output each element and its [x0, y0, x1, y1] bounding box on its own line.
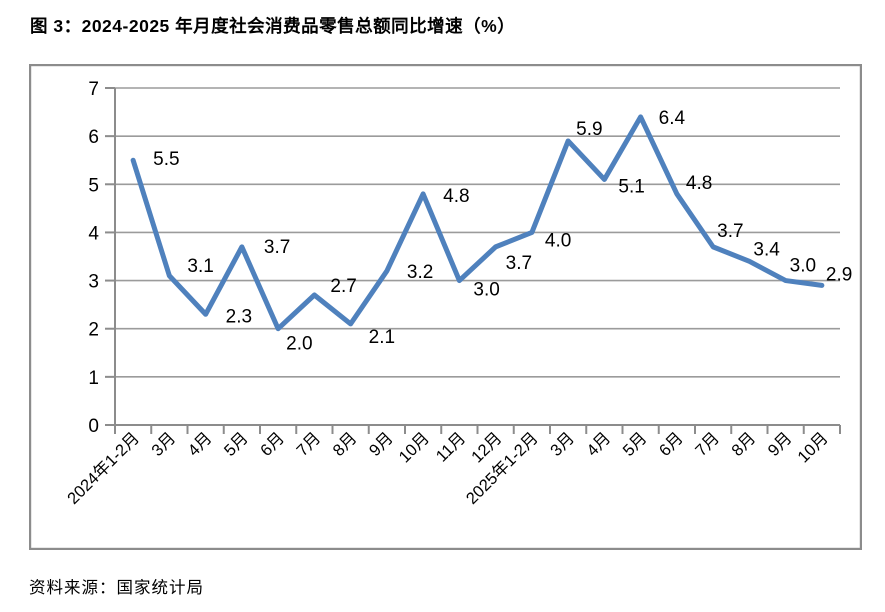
- x-axis-tick-label: 9月: [366, 429, 397, 460]
- figure-title: 图 3：2024-2025 年月度社会消费品零售总额同比增速（%）: [30, 16, 516, 36]
- source-note: 资料来源：国家统计局: [29, 579, 204, 597]
- data-label: 3.0: [473, 280, 499, 301]
- x-axis-tick-label: 5月: [221, 429, 252, 460]
- data-label: 3.1: [187, 256, 213, 277]
- y-axis-tick-label: 7: [88, 79, 99, 100]
- data-label: 5.1: [618, 176, 644, 197]
- data-label: 3.7: [717, 221, 743, 242]
- chart-border: [29, 64, 862, 550]
- y-axis-tick-label: 3: [88, 272, 99, 293]
- data-label: 5.5: [153, 149, 179, 170]
- data-label: 2.9: [826, 264, 852, 285]
- series-line: [130, 114, 825, 332]
- data-label: 4.0: [545, 230, 571, 251]
- x-axis-tick-label: 8月: [330, 429, 361, 460]
- x-axis-tick-label: 9月: [765, 429, 796, 460]
- x-axis-tick-label: 6月: [257, 429, 288, 460]
- x-axis-tick-label: 6月: [656, 429, 687, 460]
- y-axis-tick-label: 4: [88, 223, 99, 244]
- y-axis-tick-label: 0: [88, 416, 99, 437]
- x-axis-tick-label: 8月: [728, 429, 759, 460]
- data-label: 5.9: [576, 119, 602, 140]
- data-label: 2.3: [226, 306, 252, 327]
- data-label: 2.7: [330, 276, 356, 297]
- data-label: 4.8: [443, 186, 469, 207]
- x-axis-tick-label: 11月: [433, 429, 470, 466]
- data-label: 3.7: [506, 253, 532, 274]
- y-axis-tick-label: 5: [88, 175, 99, 196]
- x-axis-tick-label: 7月: [293, 429, 324, 460]
- x-axis-tick-label: 3月: [148, 429, 179, 460]
- data-label: 3.2: [407, 262, 433, 283]
- x-axis-tick-label: 10月: [396, 429, 433, 466]
- data-label: 3.0: [790, 256, 816, 277]
- y-axis-tick-label: 6: [88, 127, 99, 148]
- data-label: 6.4: [659, 108, 686, 129]
- data-label: 3.7: [264, 237, 290, 258]
- x-axis-tick-label: 4月: [583, 429, 614, 460]
- x-axis-tick-label: 10月: [794, 429, 831, 466]
- x-axis-tick-label: 5月: [620, 429, 651, 460]
- data-label: 3.4: [753, 239, 780, 260]
- data-label: 4.8: [686, 173, 712, 194]
- y-axis-tick-label: 2: [88, 320, 99, 341]
- x-axis-tick-label: 2024年1-2月: [63, 428, 143, 508]
- x-axis-tick-label: 7月: [692, 429, 723, 460]
- y-axis-tick-label: 1: [88, 368, 99, 389]
- data-label: 2.1: [369, 327, 395, 348]
- x-axis-tick-label: 4月: [185, 429, 216, 460]
- x-axis-tick-label: 3月: [547, 429, 578, 460]
- data-label: 2.0: [286, 334, 312, 355]
- chart-frame: 0 1 2 3 4 5 6 7 2024年1-2月 3月 4月 5月 6月 7月 8月 9月 10月 11月 12月…: [29, 64, 862, 550]
